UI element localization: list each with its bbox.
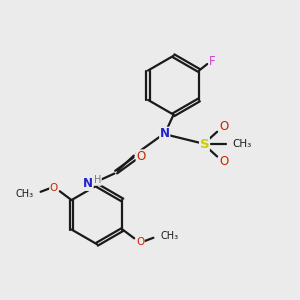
Text: O: O: [136, 150, 146, 163]
Text: O: O: [219, 120, 229, 133]
Text: O: O: [136, 237, 144, 247]
Text: CH₃: CH₃: [161, 231, 179, 241]
Text: CH₃: CH₃: [232, 139, 252, 149]
Text: N: N: [83, 177, 93, 190]
Text: O: O: [219, 155, 229, 168]
Text: S: S: [200, 138, 209, 151]
Text: O: O: [50, 183, 58, 193]
Text: CH₃: CH₃: [15, 189, 33, 199]
Text: F: F: [209, 55, 216, 68]
Text: N: N: [160, 127, 170, 140]
Text: H: H: [94, 175, 101, 185]
